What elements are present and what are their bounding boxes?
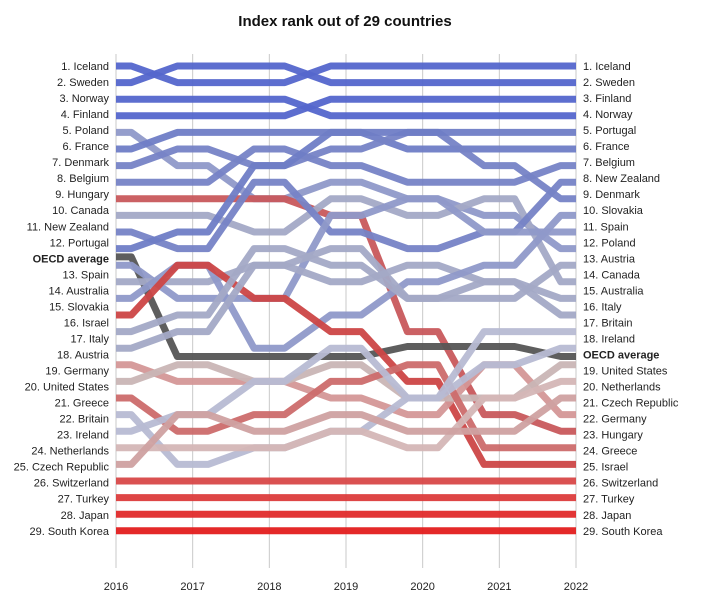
right-label: 26. Switzerland	[583, 478, 658, 490]
left-label: 6. France	[63, 141, 109, 153]
left-label: 29. South Korea	[29, 526, 109, 538]
series-line-denmark	[116, 128, 576, 203]
x-tick-2019: 2019	[334, 581, 358, 593]
series-line-sweden	[116, 62, 576, 87]
series-line-belgium	[116, 145, 576, 186]
right-label: 9. Denmark	[583, 189, 640, 201]
left-label: 10. Canada	[52, 205, 110, 217]
chart-title: Index rank out of 29 countries	[238, 13, 451, 30]
series-line-spain	[116, 195, 576, 302]
x-tick-2021: 2021	[487, 581, 511, 593]
right-label: 21. Czech Republic	[583, 398, 679, 410]
left-label: 7. Denmark	[52, 157, 109, 169]
right-label: 5. Portugal	[583, 125, 636, 137]
right-label: 1. Iceland	[583, 61, 631, 73]
x-axis-ticks: 2016 2017 2018 2019 2020 2021 2022	[104, 581, 588, 593]
left-label: 2. Sweden	[57, 77, 109, 89]
left-label: 28. Japan	[61, 510, 109, 522]
left-label: 4. Finland	[61, 109, 109, 121]
left-label: 27. Turkey	[58, 494, 110, 506]
series-line-norway	[116, 95, 576, 120]
series-lines	[116, 62, 576, 535]
series-line-italy	[116, 245, 576, 336]
left-label: 1. Iceland	[61, 61, 109, 73]
right-label: 18. Ireland	[583, 334, 635, 346]
series-line-finland	[116, 95, 576, 120]
series-line-portugal	[116, 128, 576, 253]
right-label: 8. New Zealand	[583, 173, 660, 185]
right-label: 16. Italy	[583, 301, 622, 313]
right-label: 29. South Korea	[583, 526, 663, 538]
left-label: 13. Spain	[63, 269, 109, 281]
series-line-austria	[116, 245, 576, 352]
left-label: 25. Czech Republic	[14, 462, 110, 474]
right-label: 25. Israel	[583, 462, 628, 474]
left-label: 9. Hungary	[55, 189, 109, 201]
left-label: 11. New Zealand	[27, 221, 109, 233]
left-label: 20. United States	[25, 382, 110, 394]
series-line-oecd-average	[116, 253, 576, 360]
left-label: 14. Australia	[48, 285, 109, 297]
right-label: 20. Netherlands	[583, 382, 661, 394]
right-label: 24. Greece	[583, 446, 637, 458]
right-rank-labels: 1. Iceland 2. Sweden 3. Finland 4. Norway 5.…	[583, 61, 679, 538]
left-label: 8. Belgium	[57, 173, 109, 185]
right-label: 12. Poland	[583, 237, 636, 249]
right-label: 23. Hungary	[583, 430, 643, 442]
series-line-poland	[116, 128, 576, 253]
right-label: 28. Japan	[583, 510, 631, 522]
right-label: 17. Britain	[583, 317, 633, 329]
series-line-israel	[116, 261, 576, 468]
x-tick-2018: 2018	[257, 581, 281, 593]
left-label: 15. Slovakia	[49, 301, 110, 313]
right-label: 13. Austria	[583, 253, 636, 265]
left-label: 23. Ireland	[57, 430, 109, 442]
left-label: 17. Italy	[70, 334, 109, 346]
left-label: 18. Austria	[57, 350, 110, 362]
left-label: 22. Britain	[59, 414, 109, 426]
x-tick-2020: 2020	[410, 581, 434, 593]
right-label: 2. Sweden	[583, 77, 635, 89]
right-label: 6. France	[583, 141, 629, 153]
left-label: 3. Norway	[59, 93, 109, 105]
right-label: 15. Australia	[583, 285, 644, 297]
left-label: 26. Switzerland	[34, 478, 109, 490]
right-label: 7. Belgium	[583, 157, 635, 169]
year-gridlines	[115, 54, 577, 568]
right-label: 27. Turkey	[583, 494, 635, 506]
left-label: 16. Israel	[64, 317, 109, 329]
series-line-netherlands	[116, 377, 576, 452]
left-label: 21. Greece	[55, 398, 109, 410]
left-label: 5. Poland	[63, 125, 109, 137]
series-line-canada	[116, 195, 576, 286]
left-label: 19. Germany	[45, 366, 109, 378]
series-line-iceland	[116, 62, 576, 87]
x-tick-2017: 2017	[180, 581, 204, 593]
right-label: OECD average	[583, 350, 659, 362]
left-label: OECD average	[33, 253, 109, 265]
x-tick-2016: 2016	[104, 581, 128, 593]
series-line-greece	[116, 361, 576, 452]
left-label: 12. Portugal	[50, 237, 109, 249]
right-label: 14. Canada	[583, 269, 641, 281]
right-label: 10. Slovakia	[583, 205, 644, 217]
right-label: 11. Spain	[583, 221, 629, 233]
left-rank-labels: 1. Iceland 2. Sweden 3. Norway 4. Finland 5.…	[14, 61, 110, 538]
right-label: 22. Germany	[583, 414, 647, 426]
right-label: 19. United States	[583, 366, 668, 378]
right-label: 3. Finland	[583, 93, 631, 105]
series-line-czech-republic	[116, 394, 576, 468]
x-tick-2022: 2022	[564, 581, 588, 593]
left-label: 24. Netherlands	[31, 446, 109, 458]
right-label: 4. Norway	[583, 109, 633, 121]
